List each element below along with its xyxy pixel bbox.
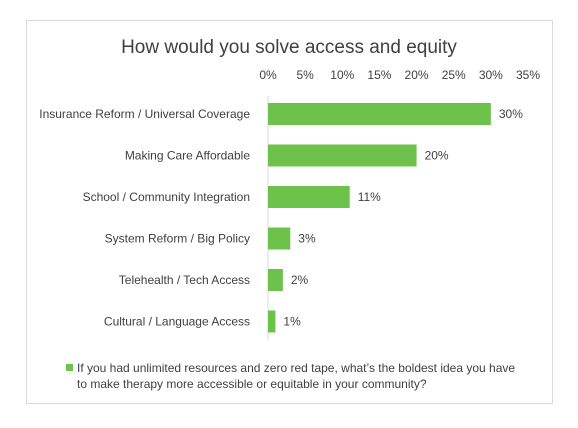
value-label: 20% <box>425 149 449 163</box>
x-tick-label: 35% <box>516 68 540 82</box>
category-label: School / Community Integration <box>83 190 250 204</box>
category-label: Insurance Reform / Universal Coverage <box>39 107 250 121</box>
x-tick-label: 0% <box>259 68 277 82</box>
legend-swatch <box>66 364 73 371</box>
legend-label: If you had unlimited resources and zero … <box>77 361 516 391</box>
value-label: 1% <box>283 315 301 329</box>
category-label: System Reform / Big Policy <box>105 232 250 246</box>
chart-title: How would you solve access and equity <box>121 37 457 58</box>
x-tick-label: 25% <box>442 68 466 82</box>
chart-frame <box>26 20 553 404</box>
category-label: Making Care Affordable <box>125 149 251 163</box>
value-label: 30% <box>499 107 523 121</box>
bar <box>268 269 283 291</box>
bar <box>268 186 350 208</box>
bar <box>268 227 291 250</box>
legend: If you had unlimited resources and zero … <box>66 360 526 392</box>
bar <box>268 103 491 125</box>
x-tick-label: 20% <box>405 68 429 82</box>
value-label: 11% <box>358 190 381 204</box>
bar <box>268 144 417 167</box>
x-tick-label: 10% <box>330 68 354 82</box>
x-tick-label: 30% <box>479 68 503 82</box>
category-label: Telehealth / Tech Access <box>119 273 250 287</box>
category-label: Cultural / Language Access <box>104 315 250 329</box>
value-label: 2% <box>291 273 309 287</box>
x-tick-label: 5% <box>296 68 314 82</box>
bar <box>268 310 276 333</box>
x-tick-label: 15% <box>367 68 391 82</box>
value-label: 3% <box>298 232 316 246</box>
